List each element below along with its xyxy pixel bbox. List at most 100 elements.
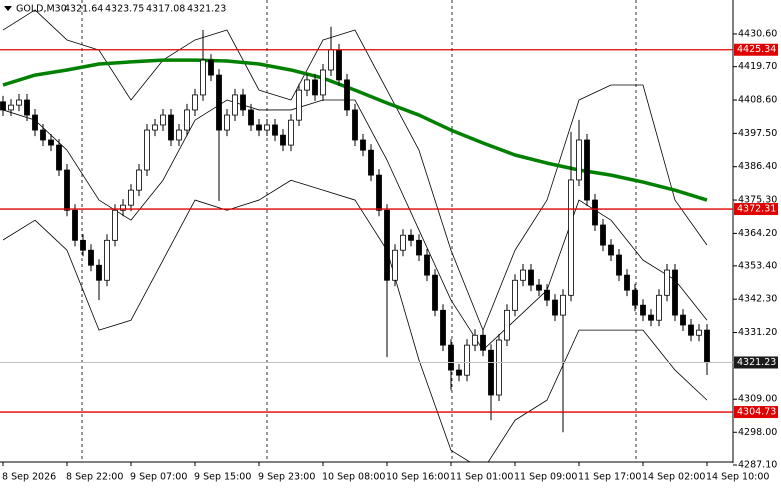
- candle-body: [224, 114, 230, 131]
- candle-body: [456, 369, 462, 376]
- candle-body: [136, 169, 142, 191]
- candle-body: [440, 309, 446, 346]
- candle-body: [88, 249, 94, 266]
- candle-body: [160, 114, 166, 126]
- candle-body: [168, 114, 174, 141]
- candle-body: [104, 239, 110, 281]
- y-tick-label: 4298.00: [738, 427, 777, 438]
- header: GOLD,M30 4321.64 4323.75 4317.08 4321.23: [4, 4, 226, 15]
- candle-body: [320, 69, 326, 96]
- candle-body: [8, 104, 14, 111]
- x-tick-label: 10 Sep 08:00: [322, 472, 385, 483]
- y-tick-label: 4397.50: [738, 128, 777, 139]
- candle-body: [608, 244, 614, 256]
- candle-body: [408, 234, 414, 241]
- candle-body: [360, 139, 366, 151]
- candle-body: [352, 109, 358, 141]
- candle-body: [616, 254, 622, 276]
- candle-body: [216, 74, 222, 131]
- candle-body: [80, 239, 86, 251]
- y-tick-label: 4353.40: [738, 260, 777, 271]
- candle-body: [144, 129, 150, 171]
- x-tick-label: 8 Sep 22:00: [66, 472, 123, 483]
- candle-body: [256, 124, 262, 131]
- y-tick-label: 4364.20: [738, 228, 777, 239]
- header-icon: [4, 6, 12, 11]
- y-tick-label: 4430.60: [738, 28, 777, 39]
- candle-body: [128, 189, 134, 206]
- candle-body: [592, 199, 598, 226]
- candle-body: [272, 124, 278, 136]
- candle-body: [248, 109, 254, 126]
- candle-body: [704, 329, 710, 363]
- candle-body: [640, 304, 646, 316]
- candle-body: [544, 289, 550, 301]
- candle-body: [32, 114, 38, 131]
- candle-body: [496, 339, 502, 396]
- x-tick-label: 11 Sep 17:00: [578, 472, 641, 483]
- quote-high: 4323.75: [105, 4, 144, 15]
- candle-body: [64, 169, 70, 211]
- candle-body: [0, 101, 6, 111]
- x-tick-label: 11 Sep 01:00: [450, 472, 513, 483]
- candle-body: [488, 349, 494, 396]
- candle-body: [560, 294, 566, 316]
- level-label: 4304.73: [737, 407, 776, 418]
- quote-close: 4321.23: [187, 4, 226, 15]
- candle-body: [288, 119, 294, 146]
- candle-body: [72, 209, 78, 241]
- candle-body: [336, 49, 342, 81]
- quote-open: 4321.64: [64, 4, 103, 15]
- level-label-box: [734, 203, 778, 216]
- candle-body: [96, 264, 102, 281]
- candle-body: [376, 174, 382, 211]
- candle-body: [24, 99, 30, 116]
- indicator-line: [2, 179, 708, 462]
- candle-body: [280, 134, 286, 146]
- candle-body: [584, 139, 590, 201]
- candle-body: [552, 299, 558, 316]
- candle-body: [344, 79, 350, 111]
- candle-body: [504, 309, 510, 341]
- indicator-line: [2, 9, 708, 331]
- level-label: 4425.34: [737, 44, 776, 55]
- candle-body: [448, 344, 454, 371]
- candle-body: [432, 274, 438, 311]
- candle-body: [464, 344, 470, 376]
- candle-body: [536, 284, 542, 291]
- y-tick-label: 4386.40: [738, 161, 777, 172]
- y-tick-label: 4287.10: [738, 460, 777, 471]
- candle-body: [648, 314, 654, 321]
- last-price-label: 4321.23: [737, 357, 776, 368]
- level-label: 4372.31: [737, 204, 776, 215]
- candle-body: [680, 314, 686, 326]
- candle-body: [384, 209, 390, 281]
- candle-body: [184, 109, 190, 131]
- candle-body: [192, 94, 198, 111]
- level-label-box: [734, 406, 778, 419]
- x-tick-label: 9 Sep 07:00: [130, 472, 187, 483]
- level-label-box: [734, 43, 778, 56]
- candle-body: [304, 79, 310, 91]
- candle-body: [416, 239, 422, 256]
- candle-body: [296, 89, 302, 121]
- x-tick-label: 11 Sep 09:00: [514, 472, 577, 483]
- candle-body: [56, 144, 62, 171]
- candle-body: [600, 224, 606, 246]
- candle-body: [40, 129, 46, 141]
- candle-body: [624, 274, 630, 291]
- y-tick-label: 4309.00: [738, 394, 777, 405]
- x-tick-label: 14 Sep 02:00: [642, 472, 705, 483]
- indicator-line: [2, 99, 708, 351]
- candle-body: [696, 329, 702, 336]
- candle-body: [528, 269, 534, 286]
- y-tick-label: 4408.60: [738, 95, 777, 106]
- candle-body: [232, 94, 238, 116]
- candle-body: [576, 139, 582, 181]
- candle-body: [16, 99, 22, 106]
- candle-body: [112, 209, 118, 241]
- candle-body: [520, 269, 526, 281]
